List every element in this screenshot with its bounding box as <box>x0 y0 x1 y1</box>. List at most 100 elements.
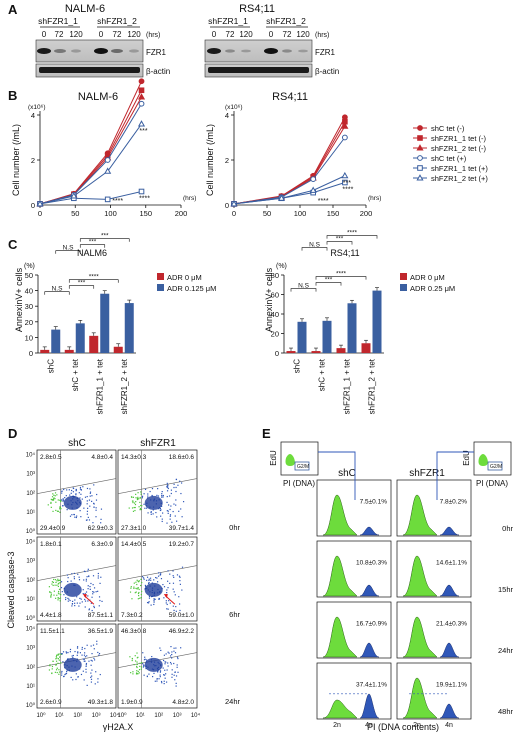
bar <box>361 343 371 353</box>
dot <box>156 577 158 579</box>
dot <box>85 662 88 665</box>
x-tick-label: 150 <box>139 209 152 218</box>
dot <box>175 486 177 489</box>
dot <box>86 684 88 686</box>
dot <box>167 486 169 488</box>
dot <box>164 663 166 665</box>
dot <box>150 511 152 514</box>
dot <box>141 581 143 584</box>
legend-label: ADR 0 μM <box>167 273 202 282</box>
apoptosis-chart-rs411: RS4;11 (%) AnnexinV+ cells 0 20 40 60 80 shC s… <box>264 230 384 414</box>
dot <box>134 592 136 594</box>
dot <box>58 588 61 590</box>
growth-legend: shC tet (-)shFZR1_1 tet (-)shFZR1_2 tet … <box>413 124 488 183</box>
dot <box>90 602 92 604</box>
dot <box>61 492 63 494</box>
dot <box>74 516 76 518</box>
dot <box>48 586 50 588</box>
dot <box>167 651 169 653</box>
dot <box>166 669 168 671</box>
dot <box>84 600 87 602</box>
dot <box>169 655 172 657</box>
dot <box>150 604 152 606</box>
dot <box>73 576 75 578</box>
dot <box>176 666 178 668</box>
dot <box>63 488 65 491</box>
dot <box>85 578 87 580</box>
dot <box>82 486 84 488</box>
dot <box>57 578 59 580</box>
y-tick-label: 80 <box>271 271 279 280</box>
dot <box>140 666 143 668</box>
dot <box>98 654 100 656</box>
g2m-peak <box>439 526 460 536</box>
y-axis-title: Cell number (/mL) <box>205 124 215 196</box>
y-tick-label: 10² <box>26 665 35 671</box>
blot-rs411: RS4;11 shFZR1_1 shFZR1_2 0 72 120 0 72 1… <box>204 3 339 78</box>
y-tick-label: 10³ <box>26 559 35 565</box>
dot <box>145 585 147 588</box>
dot <box>65 652 68 654</box>
y-tick-label: 0 <box>275 349 279 358</box>
dot <box>173 650 175 652</box>
dot <box>56 667 58 669</box>
y-tick-label: 40 <box>271 310 279 319</box>
dot <box>161 682 163 684</box>
dot <box>52 498 55 500</box>
data-point <box>417 125 423 131</box>
dot <box>171 521 173 523</box>
g2m-peak <box>359 693 380 719</box>
dot <box>75 678 77 681</box>
dot <box>171 657 173 659</box>
bar <box>64 349 74 353</box>
dot <box>136 665 138 668</box>
dot <box>136 661 138 663</box>
dot <box>54 498 56 500</box>
dot <box>82 593 84 595</box>
dot <box>137 598 139 600</box>
dot <box>97 678 99 680</box>
dot <box>156 680 158 682</box>
dot <box>161 494 163 497</box>
dot <box>138 580 140 582</box>
dot <box>170 645 172 648</box>
dot <box>80 488 82 491</box>
dot <box>170 505 172 507</box>
dot <box>82 670 84 672</box>
dot <box>179 609 181 612</box>
dot <box>159 671 161 673</box>
dot <box>56 494 58 496</box>
dense-cluster <box>144 495 163 510</box>
legend-label: ADR 0.25 μM <box>410 284 455 293</box>
dot <box>139 496 141 499</box>
significance-mark: *** <box>325 277 333 284</box>
dot <box>86 487 89 490</box>
dot <box>143 578 145 580</box>
quadrant-value: 1.8±0.1 <box>40 541 62 548</box>
dot <box>165 602 167 604</box>
dot <box>136 579 138 581</box>
dot <box>90 645 92 647</box>
dot <box>79 652 81 654</box>
dot <box>89 588 91 590</box>
dot <box>136 670 138 672</box>
time-label: 0 <box>42 30 47 39</box>
dot <box>154 680 156 682</box>
plot-frame <box>396 662 472 720</box>
significance-bracket <box>44 291 70 295</box>
x-tick-label: 4n <box>365 722 373 729</box>
dot <box>59 499 61 501</box>
dot <box>172 570 174 572</box>
dot <box>62 499 65 501</box>
dot <box>92 575 95 577</box>
dot <box>80 516 82 518</box>
dot <box>57 585 60 588</box>
dot <box>88 575 90 577</box>
y-tick-label: 0 <box>29 349 33 358</box>
dot <box>134 660 137 662</box>
dot <box>85 671 87 673</box>
dot <box>160 515 162 517</box>
dot <box>74 599 76 601</box>
dot <box>153 603 155 606</box>
dot <box>76 515 78 517</box>
